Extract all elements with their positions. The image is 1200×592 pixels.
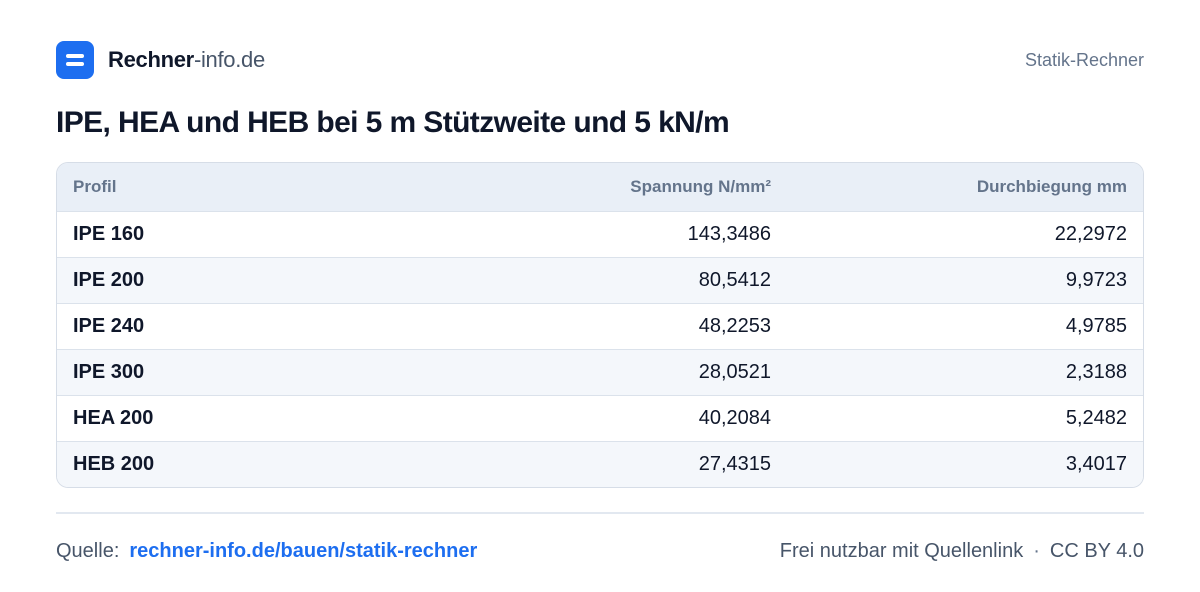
logo-icon bbox=[56, 41, 94, 79]
cell-profile: IPE 300 bbox=[73, 360, 145, 383]
brand-name: Rechner-info.de bbox=[108, 47, 265, 73]
cell-stress: 27,4315 bbox=[698, 452, 771, 475]
brand-name-light: -info.de bbox=[193, 47, 265, 72]
license-text: Frei nutzbar mit Quellenlink bbox=[779, 539, 1024, 562]
cell-deflection: 2,3188 bbox=[1065, 360, 1127, 383]
footer: Quelle: rechner-info.de/bauen/statik-rec… bbox=[56, 536, 1144, 566]
column-header-deflection: Durchbiegung mm bbox=[976, 176, 1127, 196]
brand-name-bold: Rechner bbox=[108, 47, 194, 72]
cell-deflection: 4,9785 bbox=[1065, 314, 1127, 337]
footer-divider bbox=[56, 512, 1144, 514]
brand-logo-link[interactable]: Rechner-info.de bbox=[56, 41, 265, 79]
table-row: IPE 160 143,3486 22,2972 bbox=[57, 211, 1143, 257]
cell-profile: IPE 160 bbox=[73, 222, 145, 245]
source-link[interactable]: rechner-info.de/bauen/statik-rechner bbox=[129, 539, 478, 562]
section-label[interactable]: Statik-Rechner bbox=[1024, 49, 1144, 70]
cell-profile: IPE 240 bbox=[73, 314, 145, 337]
cell-deflection: 3,4017 bbox=[1065, 452, 1127, 475]
cell-stress: 143,3486 bbox=[687, 222, 771, 245]
table-row: IPE 240 48,2253 4,9785 bbox=[57, 303, 1143, 349]
logo-bar-bottom bbox=[66, 62, 84, 66]
license-name: CC BY 4.0 bbox=[1049, 539, 1144, 562]
source-attribution: Quelle: rechner-info.de/bauen/statik-rec… bbox=[56, 540, 477, 563]
logo-bar-top bbox=[66, 54, 84, 58]
cell-stress: 40,2084 bbox=[698, 406, 771, 429]
cell-stress: 48,2253 bbox=[698, 314, 771, 337]
license-separator: · bbox=[1033, 539, 1040, 562]
source-label: Quelle: bbox=[56, 539, 120, 562]
table-row: HEA 200 40,2084 5,2482 bbox=[57, 395, 1143, 441]
cell-stress: 28,0521 bbox=[698, 360, 771, 383]
column-header-stress: Spannung N/mm² bbox=[630, 176, 771, 196]
results-table: Profil Spannung N/mm² Durchbiegung mm IP… bbox=[56, 162, 1144, 488]
column-header-profile: Profil bbox=[73, 176, 117, 196]
table-row: IPE 300 28,0521 2,3188 bbox=[57, 349, 1143, 395]
cell-stress: 80,5412 bbox=[698, 268, 771, 291]
site-header: Rechner-info.de Statik-Rechner bbox=[56, 40, 1144, 80]
license-info: Frei nutzbar mit Quellenlink · CC BY 4.0 bbox=[780, 540, 1144, 563]
cell-deflection: 5,2482 bbox=[1065, 406, 1127, 429]
cell-deflection: 22,2972 bbox=[1054, 222, 1127, 245]
cell-deflection: 9,9723 bbox=[1065, 268, 1127, 291]
cell-profile: IPE 200 bbox=[73, 268, 145, 291]
cell-profile: HEA 200 bbox=[73, 406, 154, 429]
table-row: IPE 200 80,5412 9,9723 bbox=[57, 257, 1143, 303]
cell-profile: HEB 200 bbox=[73, 452, 155, 475]
table-row: HEB 200 27,4315 3,4017 bbox=[57, 441, 1143, 487]
page-title: IPE, HEA und HEB bei 5 m Stützweite und … bbox=[56, 106, 730, 139]
table-header-row: Profil Spannung N/mm² Durchbiegung mm bbox=[57, 163, 1143, 211]
